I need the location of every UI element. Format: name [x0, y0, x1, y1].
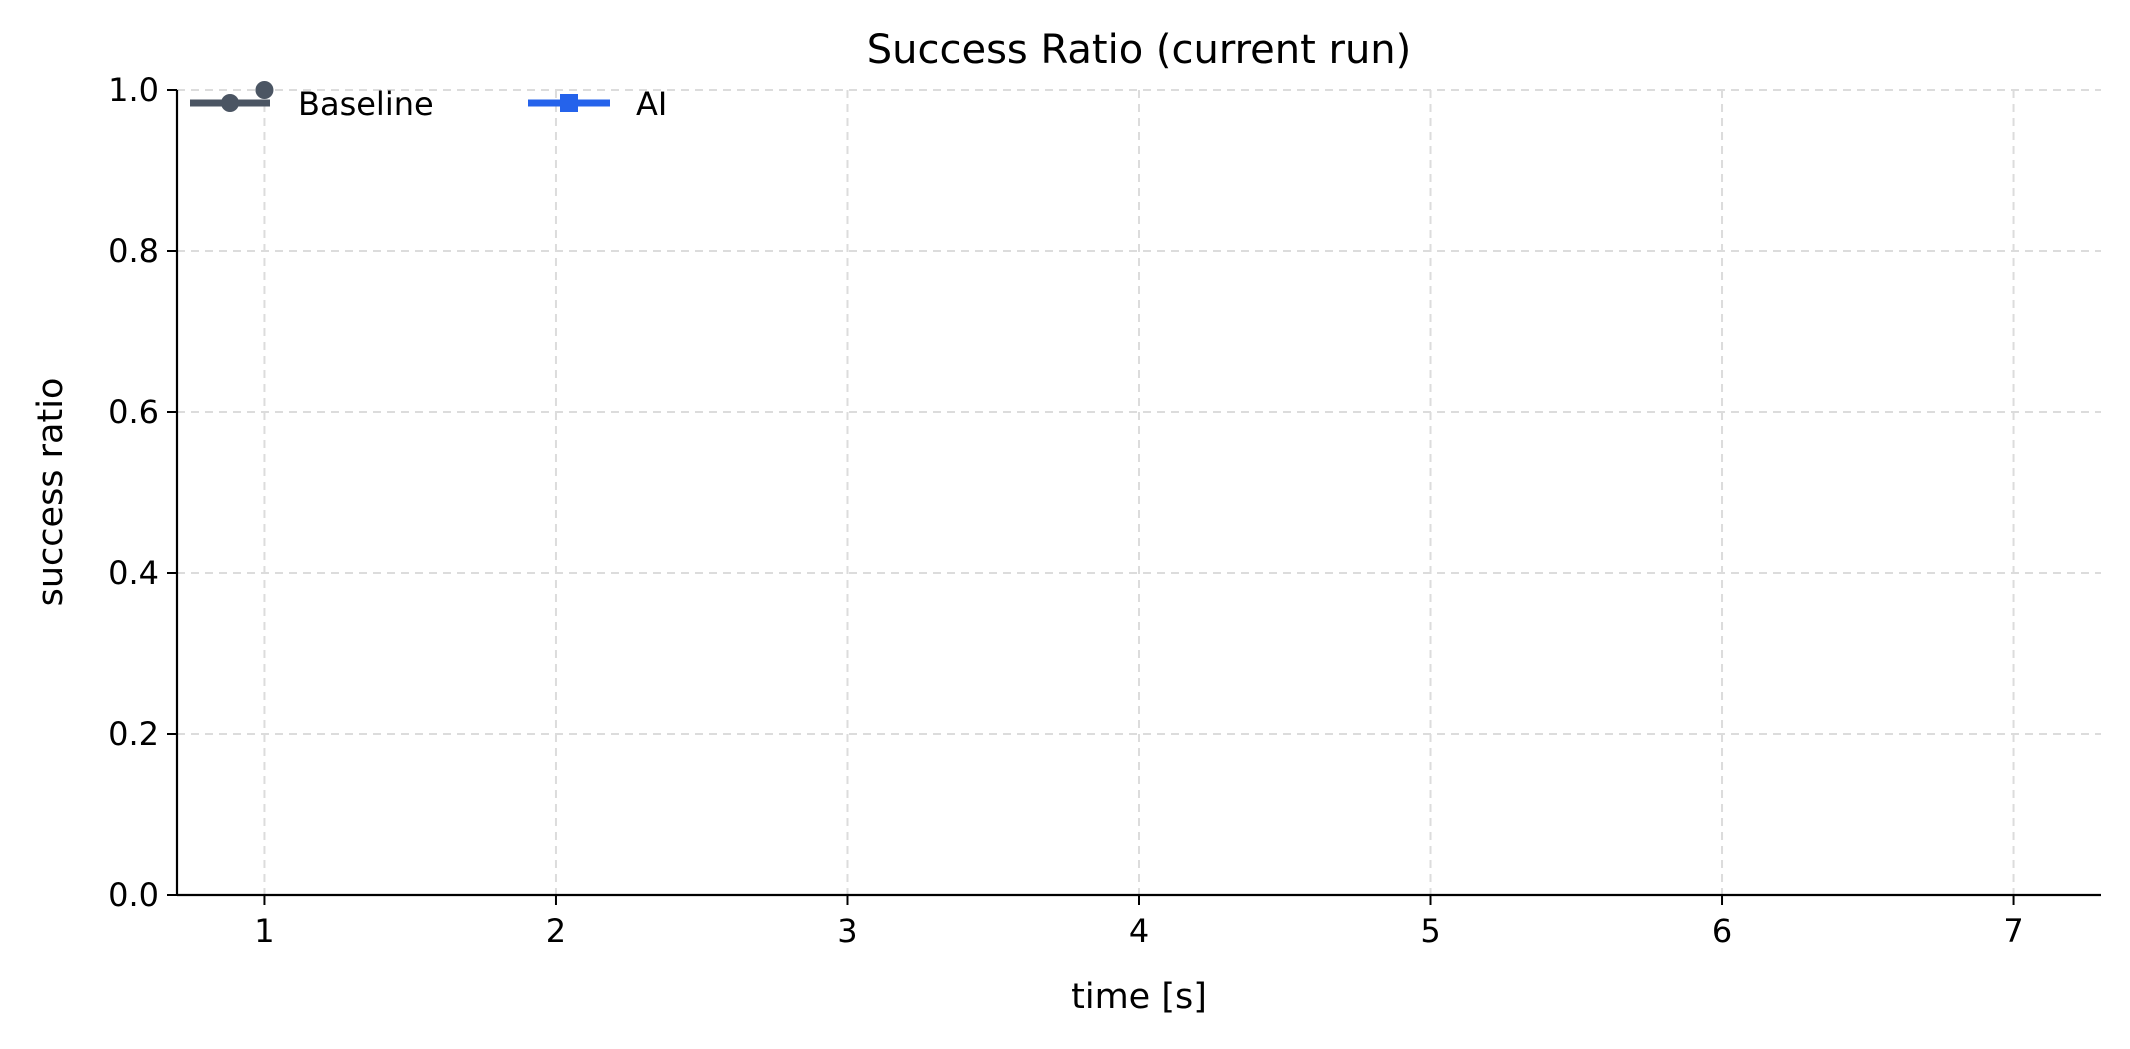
- x-ticks: 1 2 3 4 5 6 7: [254, 895, 2024, 950]
- legend-label-ai: AI: [636, 85, 667, 123]
- legend: Baseline AI: [190, 85, 667, 123]
- legend-marker-baseline: [221, 94, 239, 112]
- y-tick-label: 0.0: [108, 876, 159, 914]
- legend-marker-ai: [560, 94, 578, 112]
- y-tick-label: 0.6: [108, 393, 159, 431]
- x-tick-label: 2: [546, 912, 566, 950]
- legend-label-baseline: Baseline: [298, 85, 434, 123]
- legend-item-ai: AI: [528, 85, 667, 123]
- data-point-baseline: [255, 81, 274, 99]
- grid: [177, 89, 2101, 896]
- y-tick-label: 0.8: [108, 232, 159, 270]
- y-tick-label: 0.2: [108, 715, 159, 753]
- chart-title: Success Ratio (current run): [867, 27, 1412, 73]
- series-layer: [255, 81, 274, 99]
- x-tick-label: 1: [254, 912, 274, 950]
- y-ticks: 0.0 0.2 0.4 0.6 0.8 1.0: [108, 71, 177, 914]
- y-tick-label: 0.4: [108, 554, 159, 592]
- x-tick-label: 3: [837, 912, 857, 950]
- legend-item-baseline: Baseline: [190, 85, 434, 123]
- x-tick-label: 7: [2003, 912, 2023, 950]
- y-axis-label: success ratio: [31, 378, 71, 607]
- x-tick-label: 5: [1420, 912, 1440, 950]
- x-tick-label: 6: [1712, 912, 1732, 950]
- x-tick-label: 4: [1129, 912, 1149, 950]
- y-tick-label: 1.0: [108, 71, 159, 109]
- x-axis-label: time [s]: [1071, 977, 1207, 1017]
